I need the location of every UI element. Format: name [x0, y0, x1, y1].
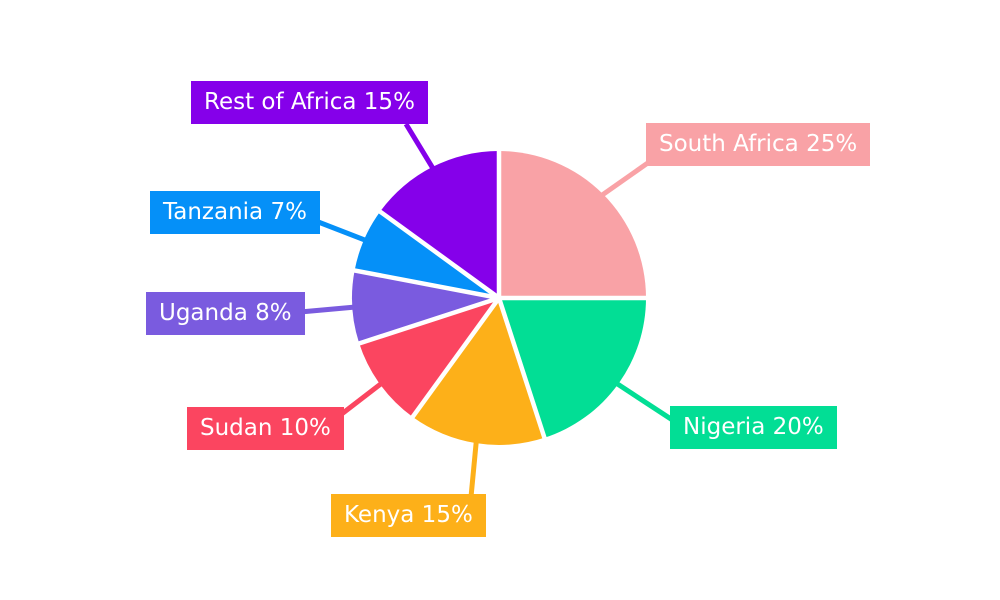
slice-gap-line: [351, 267, 500, 301]
pie-slice-south-africa[interactable]: [499, 151, 646, 298]
slice-gap-line: [376, 207, 501, 300]
leader-line-kenya: [468, 440, 479, 498]
slice-gap-line: [496, 297, 548, 442]
slice-gap-line: [355, 295, 500, 347]
leader-line-nigeria: [614, 381, 676, 424]
slice-label-kenya: Kenya 15%: [331, 494, 486, 537]
slice-label-south-africa: South Africa 25%: [646, 123, 871, 166]
pie-slice-rest-of-africa[interactable]: [380, 151, 499, 298]
slice-label-tanzania: Tanzania 7%: [150, 191, 320, 234]
slice-label-nigeria: Nigeria 20%: [670, 406, 837, 449]
pie-slice-kenya[interactable]: [412, 298, 545, 445]
pie-slice-uganda[interactable]: [352, 270, 499, 344]
slice-label-uganda: Uganda 8%: [146, 292, 305, 335]
pie-slice-nigeria[interactable]: [499, 298, 646, 438]
pie-slice-sudan[interactable]: [359, 298, 499, 417]
slice-gap-line: [408, 296, 501, 421]
leader-line-south-africa: [600, 157, 654, 198]
slice-label-rest-of-africa: Rest of Africa 15%: [191, 81, 428, 124]
slice-label-sudan: Sudan 10%: [187, 407, 344, 450]
leader-line-rest-of-africa: [403, 122, 436, 171]
